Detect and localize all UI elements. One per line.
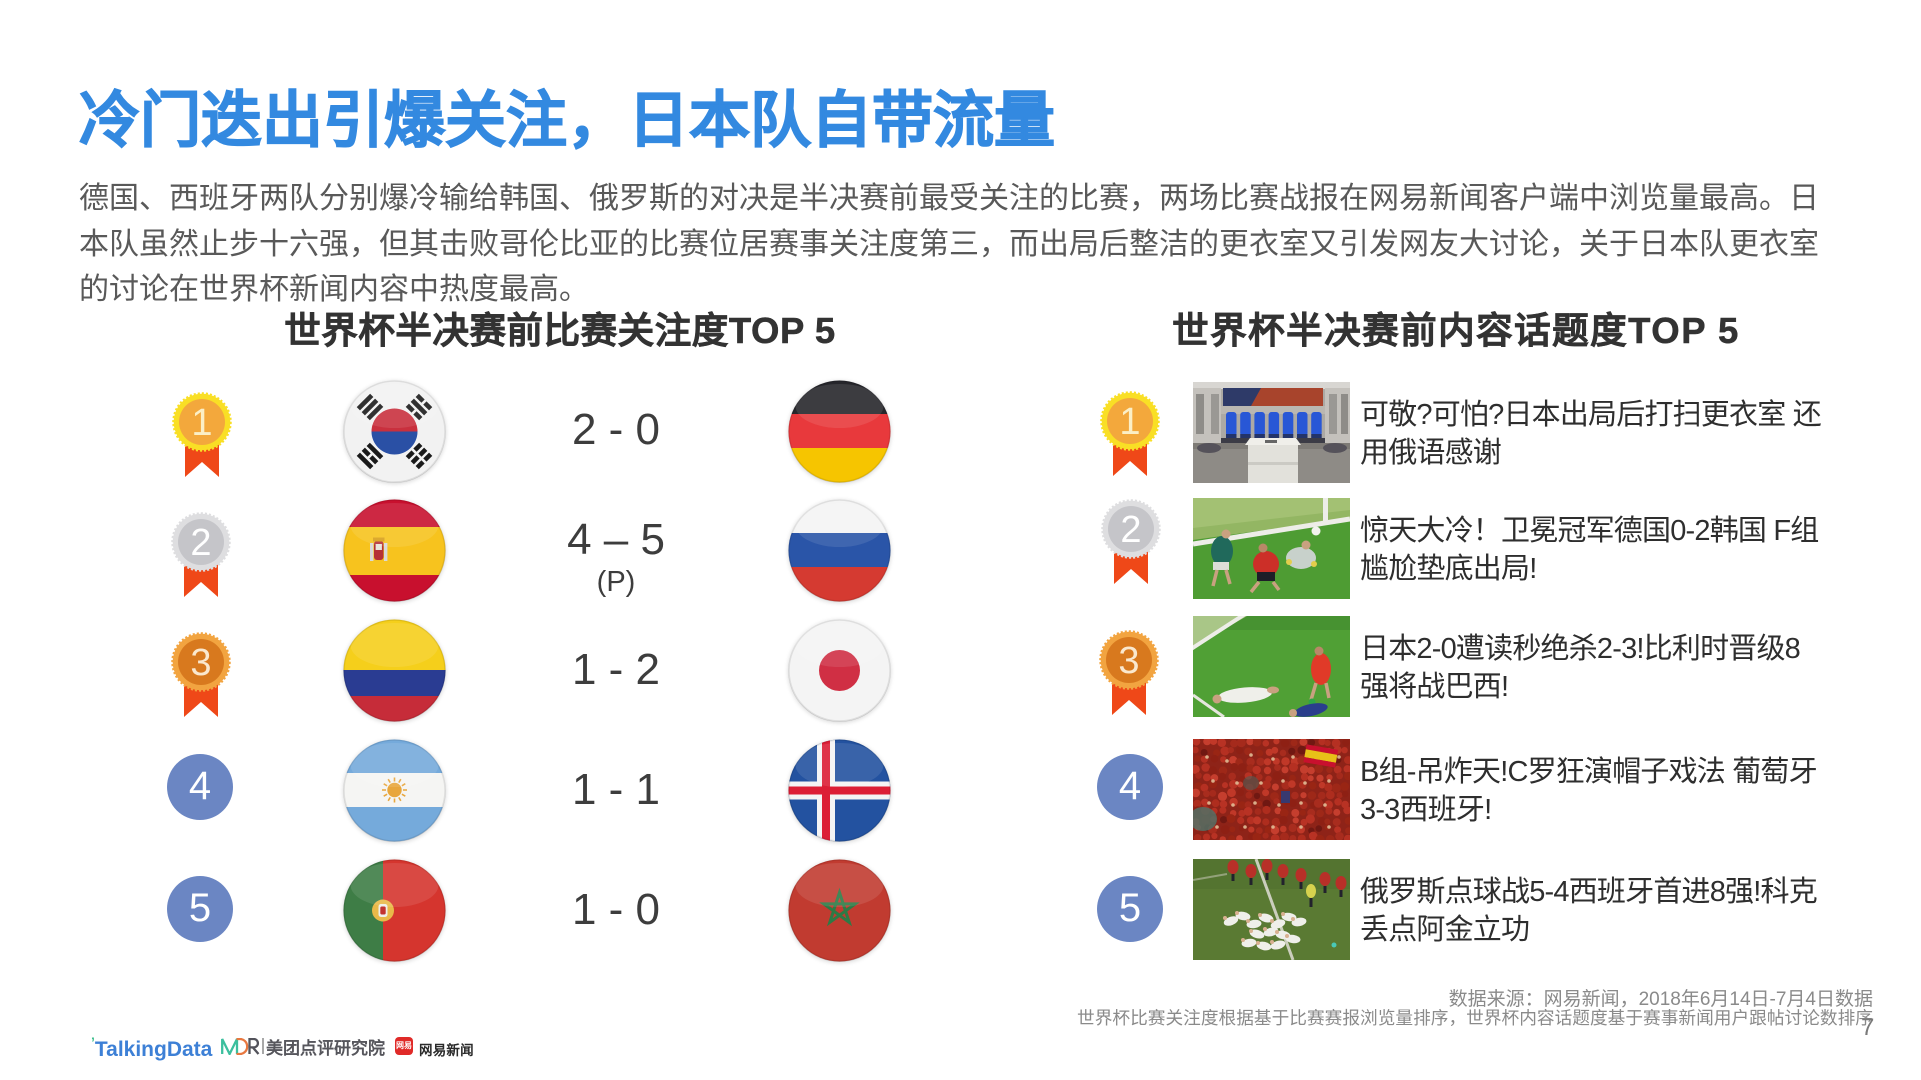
svg-text:1: 1 <box>191 402 212 444</box>
svg-text:2: 2 <box>1120 509 1141 551</box>
svg-text:2: 2 <box>190 522 211 564</box>
svg-text:3: 3 <box>1118 640 1139 682</box>
svg-text:1: 1 <box>1119 401 1140 443</box>
svg-text:3: 3 <box>190 642 211 684</box>
